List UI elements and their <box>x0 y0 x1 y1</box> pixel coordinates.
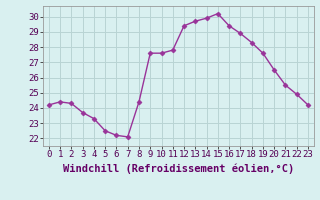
X-axis label: Windchill (Refroidissement éolien,°C): Windchill (Refroidissement éolien,°C) <box>63 163 294 174</box>
